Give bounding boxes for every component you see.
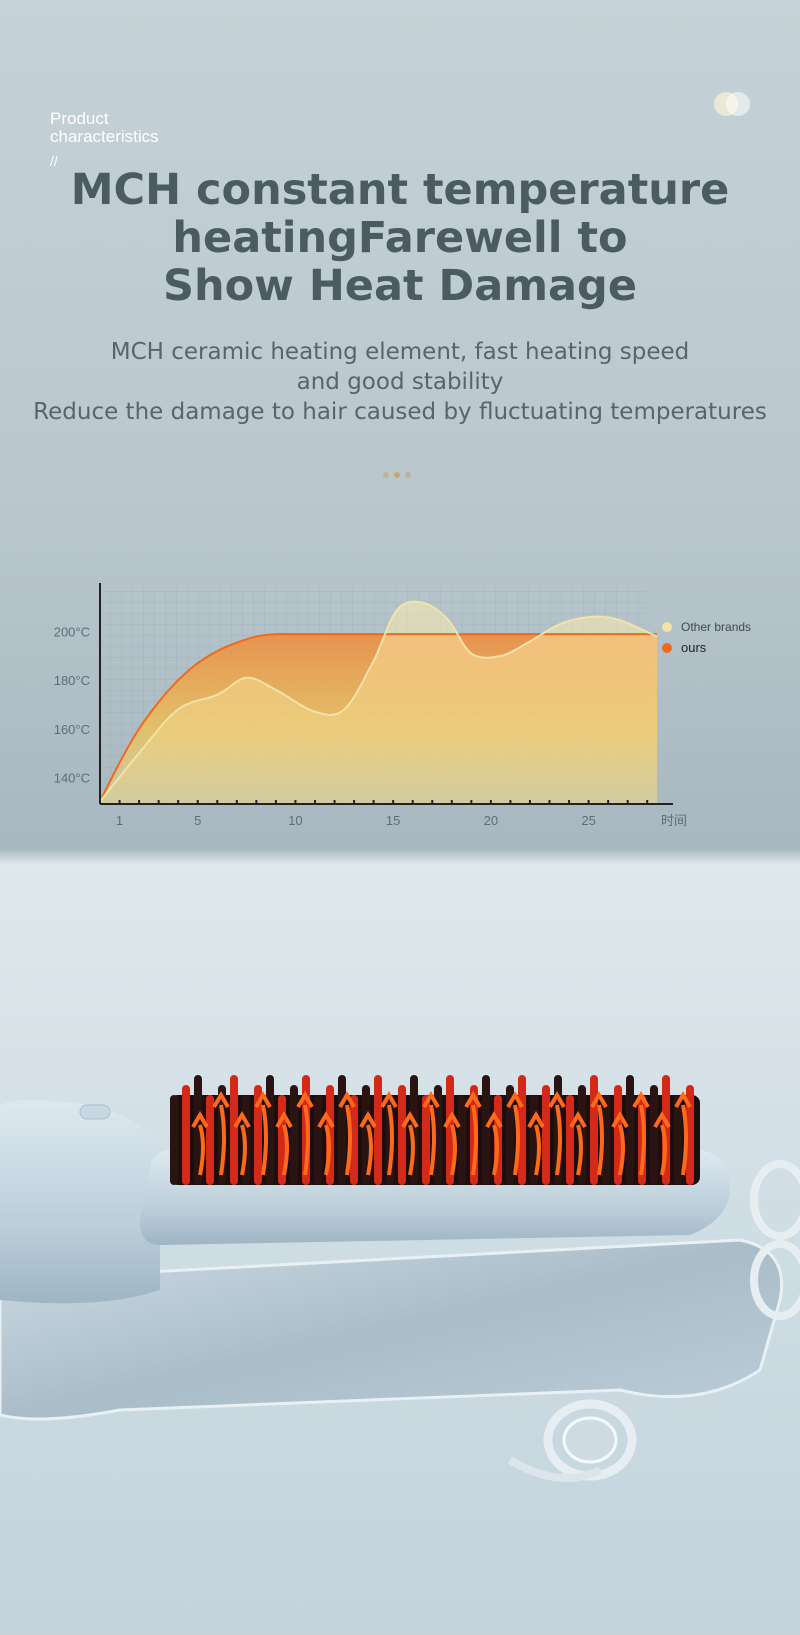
heat-arrow	[527, 1111, 545, 1176]
y-tick-label: 160°C	[54, 722, 90, 737]
legend-label: Other brands	[681, 620, 751, 634]
heat-arrows-icon	[191, 1091, 692, 1176]
heat-arrow	[548, 1091, 566, 1176]
bristle	[446, 1075, 454, 1185]
bristle	[458, 1095, 466, 1185]
bristle	[674, 1095, 682, 1185]
bristle	[314, 1095, 322, 1185]
bristle	[194, 1075, 202, 1185]
bristle	[398, 1085, 406, 1185]
bristle	[362, 1085, 370, 1185]
y-tick-label: 140°C	[54, 770, 90, 785]
title-line-2: heatingFarewell to	[172, 213, 628, 263]
bristle	[566, 1095, 574, 1185]
heat-arrow	[212, 1091, 230, 1176]
heat-arrow	[443, 1111, 461, 1176]
x-tick-label: 15	[386, 813, 400, 828]
heat-arrow	[296, 1091, 314, 1176]
brush-illustration	[0, 1075, 800, 1482]
heat-arrow	[359, 1111, 377, 1176]
title-line-1: MCH constant temperature	[70, 165, 730, 215]
heat-arrow	[233, 1111, 251, 1176]
subtitle-line-2: and good stability	[296, 369, 504, 395]
bristle	[182, 1085, 190, 1185]
bristle	[338, 1075, 346, 1185]
heat-arrow	[611, 1111, 629, 1176]
heat-arrow	[401, 1111, 419, 1176]
heat-arrow	[275, 1111, 293, 1176]
bristle	[422, 1095, 430, 1185]
bristle	[650, 1085, 658, 1185]
x-axis-label: 时间	[661, 813, 687, 828]
pagination-dot-2[interactable]	[394, 472, 400, 478]
heat-arrow	[506, 1091, 524, 1176]
bristle	[290, 1085, 298, 1185]
ring-icon	[750, 1160, 800, 1320]
bristle	[170, 1095, 178, 1185]
mirror-plate	[0, 1238, 784, 1421]
pagination-dots[interactable]	[383, 472, 413, 480]
product-photo	[0, 850, 800, 1631]
subtitle-line-1: MCH ceramic heating element, fast heatin…	[110, 339, 690, 365]
bristle	[542, 1085, 550, 1185]
bristle	[506, 1085, 514, 1185]
bristle	[686, 1085, 694, 1185]
x-tick-label: 25	[581, 813, 595, 828]
bristle	[230, 1075, 238, 1185]
heat-arrow	[380, 1091, 398, 1176]
heat-arrow	[632, 1091, 650, 1176]
handle-vent	[79, 1104, 111, 1120]
heat-arrow	[674, 1091, 692, 1176]
series-area-other-brands	[100, 601, 657, 804]
heat-arrow	[191, 1111, 209, 1176]
temperature-chart: 1 5 10 15 20 25 140°C 160°C 180°C 200°C 时间 Other b…	[0, 580, 800, 850]
x-tick-label: 5	[194, 813, 201, 828]
y-tick-label: 200°C	[54, 625, 90, 640]
x-tick-label: 10	[288, 813, 302, 828]
pagination-dot-1[interactable]	[383, 472, 389, 478]
bristle	[602, 1095, 610, 1185]
bristle	[614, 1085, 622, 1185]
bristle	[434, 1085, 442, 1185]
brush-handle	[0, 1100, 160, 1304]
ring-icon	[507, 1399, 637, 1482]
legend-swatch	[662, 622, 672, 632]
x-tick-label: 1	[116, 813, 123, 828]
heat-arrow	[569, 1111, 587, 1176]
heat-arrow	[464, 1091, 482, 1176]
x-tick-label: 20	[484, 813, 498, 828]
legend-swatch	[662, 643, 672, 653]
bristle	[590, 1075, 598, 1185]
heat-arrow	[485, 1111, 503, 1176]
heat-arrow	[422, 1091, 440, 1176]
y-tick-label: 180°C	[54, 673, 90, 688]
legend-label: ours	[681, 640, 707, 655]
badge-line-1: Product	[50, 109, 109, 128]
bristle	[350, 1095, 358, 1185]
heat-arrow	[254, 1091, 272, 1176]
subtitle-line-3: Reduce the damage to hair caused by fluc…	[33, 399, 767, 425]
title-line-3: Show Heat Damage	[163, 261, 637, 311]
bristle	[206, 1095, 214, 1185]
bristle	[374, 1075, 382, 1185]
pagination-dot-3[interactable]	[405, 472, 411, 478]
bristle	[254, 1085, 262, 1185]
badge-slash: //	[50, 153, 58, 169]
series-line-other-brands	[99, 600, 658, 803]
bristle	[626, 1075, 634, 1185]
series-line-ours	[99, 632, 657, 803]
heat-arrow	[317, 1111, 335, 1176]
badge-line-2: characteristics	[50, 127, 159, 146]
bristle	[482, 1075, 490, 1185]
heat-arrow	[338, 1091, 356, 1176]
heat-arrow	[653, 1111, 671, 1176]
heat-arrow	[590, 1091, 608, 1176]
toggle-icon[interactable]	[714, 92, 750, 116]
